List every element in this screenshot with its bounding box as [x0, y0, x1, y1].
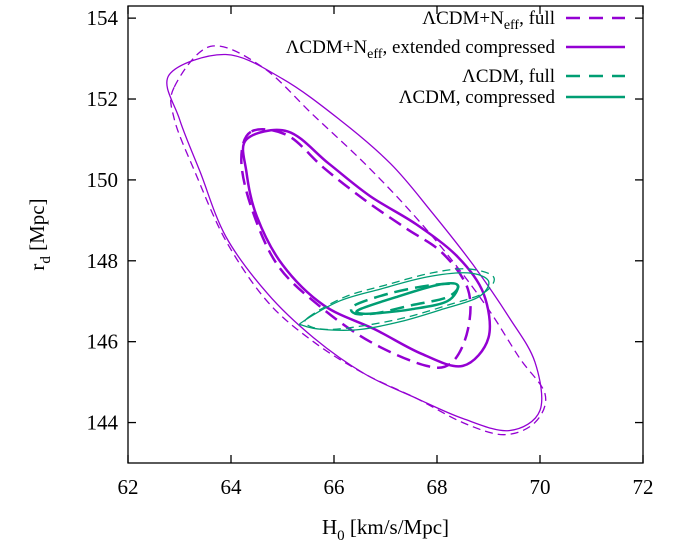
legend-label-text: ΛCDM+N: [286, 37, 368, 58]
y-axis-label: rd [Mpc]: [25, 198, 54, 270]
x-axis-label-main: H: [322, 515, 337, 539]
y-tick-label: 144: [87, 411, 119, 435]
x-axis-label: H0 [km/s/Mpc]: [322, 515, 449, 544]
legend-label-text: ΛCDM, full: [462, 66, 555, 87]
legend-label-sub: eff: [367, 47, 383, 62]
contour-inner-series-1: [241, 128, 492, 368]
contour-lines: [166, 45, 547, 436]
x-tick-label: 64: [221, 475, 243, 499]
contour-inner-series-0: [240, 128, 472, 369]
legend-label: ΛCDM, full: [462, 66, 555, 87]
y-tick-label: 150: [87, 168, 119, 192]
legend-label: ΛCDM, compressed: [399, 87, 556, 108]
contour-inner-series-3: [355, 282, 460, 316]
y-axis-label-rest: [Mpc]: [25, 198, 49, 256]
legend-label-text: ΛCDM+N: [422, 8, 504, 29]
y-tick-label: 146: [87, 330, 119, 354]
x-tick-label: 66: [324, 475, 345, 499]
y-tick-label: 148: [87, 249, 119, 273]
contour-outer-series-3: [298, 272, 490, 331]
contour-outer-series-2: [304, 268, 495, 331]
axis-ticks: 62 64 66 68 70 72 144 146 148 150 152 154: [87, 6, 654, 499]
y-axis-label-main: r: [25, 264, 49, 271]
x-axis-label-rest: [km/s/Mpc]: [345, 515, 449, 539]
x-tick-label: 70: [530, 475, 551, 499]
legend-label-rest: , extended compressed: [382, 37, 555, 58]
y-tick-label: 152: [87, 87, 119, 111]
contour-outer-series-1: [166, 53, 543, 432]
x-tick-label: 62: [118, 475, 139, 499]
contour-outer-series-0: [170, 45, 547, 436]
x-axis-label-sub: 0: [337, 528, 345, 544]
legend-label: ΛCDM+Neff, extended compressed: [286, 37, 556, 62]
y-tick-label: 154: [87, 6, 119, 30]
legend-label-rest: , full: [519, 8, 555, 29]
legend-label-sub: eff: [504, 18, 520, 33]
x-tick-label: 72: [633, 475, 654, 499]
legend-label: ΛCDM+Neff, full: [422, 8, 555, 33]
plot-frame: [127, 5, 644, 464]
x-tick-label: 68: [427, 475, 448, 499]
legend-label-text: ΛCDM, compressed: [399, 87, 556, 108]
y-axis-label-sub: d: [38, 256, 54, 264]
